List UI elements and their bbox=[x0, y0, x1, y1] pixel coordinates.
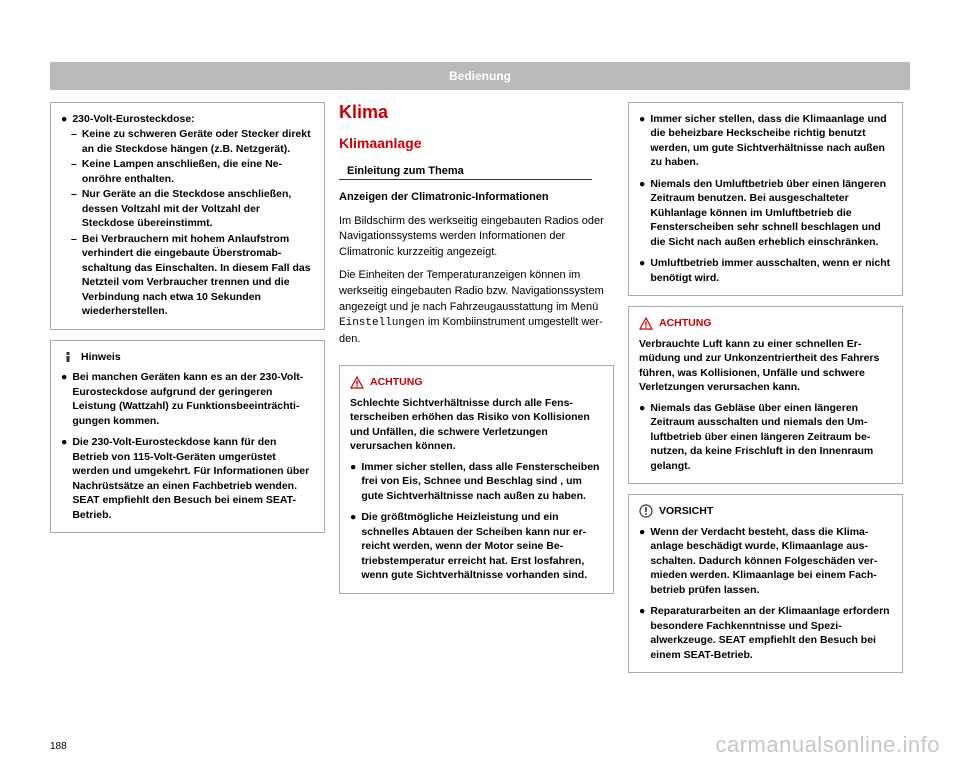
dash-text: Nur Geräte an die Steckdose anschlie­ßen… bbox=[82, 187, 314, 230]
bullet-text: Niemals das Gebläse über einen längeren … bbox=[650, 401, 892, 473]
bullet-marker: ● bbox=[639, 525, 645, 597]
column-2: Klima Klimaanlage Einleitung zum Thema A… bbox=[339, 102, 614, 673]
bullet-text: 230-Volt-Eurosteckdose: bbox=[72, 112, 194, 126]
klima-heading: Klima bbox=[339, 102, 614, 123]
page-header: Bedienung bbox=[50, 62, 910, 90]
achtung-intro: Verbrauchte Luft kann zu einer schnellen… bbox=[639, 337, 892, 395]
vorsicht-label: VORSICHT bbox=[659, 504, 713, 518]
caution-icon bbox=[639, 504, 653, 518]
vorsicht-box: VORSICHT ●Wenn der Verdacht besteht, das… bbox=[628, 494, 903, 673]
klimaanlage-heading: Klimaanlage bbox=[339, 135, 614, 151]
dash-text: Bei Verbrauchern mit hohem Anlaufstrom v… bbox=[82, 232, 314, 319]
achtung-header: ACHTUNG bbox=[639, 316, 892, 330]
einheiten-part-a: Die Einheiten der Temperaturanzeigen kön… bbox=[339, 269, 604, 312]
dash-marker: – bbox=[71, 187, 77, 230]
hinweis-label: Hinweis bbox=[81, 350, 121, 364]
vorsicht-header: VORSICHT bbox=[639, 504, 892, 518]
bullet-marker: ● bbox=[639, 177, 645, 249]
bullet-marker: ● bbox=[61, 370, 67, 428]
bullet-text: Bei manchen Geräten kann es an der 230-V… bbox=[72, 370, 314, 428]
bullet-marker: ● bbox=[639, 256, 645, 285]
achtung-header: ACHTUNG bbox=[350, 375, 603, 389]
eurosteckdose-box: ●230-Volt-Eurosteckdose: –Keine zu schwe… bbox=[50, 102, 325, 330]
anzeigen-text: Im Bildschirm des werkseitig eingebauten… bbox=[339, 214, 614, 261]
achtung-intro: Schlechte Sichtverhältnisse durch alle F… bbox=[350, 396, 603, 454]
bullet-text: Immer sicher stellen, dass die Klimaanla… bbox=[650, 112, 892, 170]
achtung-box-1: ACHTUNG Schlechte Sichtverhältnisse durc… bbox=[339, 365, 614, 593]
bullet-text: Immer sicher stellen, dass alle Fenster­… bbox=[361, 460, 603, 503]
bullet-text: Reparaturarbeiten an der Klimaanlage er­… bbox=[650, 604, 892, 662]
einleitung-subhead: Einleitung zum Thema bbox=[339, 165, 592, 180]
bullet-text: Umluftbetrieb immer ausschalten, wenn er… bbox=[650, 256, 892, 285]
dash-text: Keine zu schweren Geräte oder Stecker di… bbox=[82, 127, 314, 156]
dash-text: Keine Lampen anschließen, die eine Ne­on… bbox=[82, 157, 314, 186]
column-1: ●230-Volt-Eurosteckdose: –Keine zu schwe… bbox=[50, 102, 325, 673]
achtung-continuation-box: ●Immer sicher stellen, dass die Klimaanl… bbox=[628, 102, 903, 296]
bullet-text: Die 230-Volt-Eurosteckdose kann für den … bbox=[72, 435, 314, 522]
bullet-marker: ● bbox=[639, 604, 645, 662]
column-3: ●Immer sicher stellen, dass die Klimaanl… bbox=[628, 102, 903, 673]
warning-icon bbox=[639, 317, 653, 331]
achtung-label: ACHTUNG bbox=[659, 316, 712, 330]
achtung-box-2: ACHTUNG Verbrauchte Luft kann zu einer s… bbox=[628, 306, 903, 484]
anzeigen-title: Anzeigen der Climatronic-Informationen bbox=[339, 190, 614, 206]
bullet-marker: ● bbox=[350, 510, 356, 582]
dash-marker: – bbox=[71, 127, 77, 156]
bullet-text: Die größtmögliche Heizleistung und ein s… bbox=[361, 510, 603, 582]
bullet-marker: ● bbox=[639, 401, 645, 473]
einheiten-text: Die Einheiten der Temperaturanzeigen kön… bbox=[339, 268, 614, 347]
dash-marker: – bbox=[71, 157, 77, 186]
bullet-marker: ● bbox=[61, 112, 67, 126]
hinweis-box: Hinweis ●Bei manchen Geräten kann es an … bbox=[50, 340, 325, 533]
bullet-text: Wenn der Verdacht besteht, dass die Klim… bbox=[650, 525, 892, 597]
bullet-marker: ● bbox=[61, 435, 67, 522]
dash-marker: – bbox=[71, 232, 77, 319]
bullet-marker: ● bbox=[639, 112, 645, 170]
page-number: 188 bbox=[50, 741, 67, 752]
menu-name: Einstel­lungen bbox=[339, 317, 425, 329]
warning-icon bbox=[350, 376, 364, 390]
bullet-marker: ● bbox=[350, 460, 356, 503]
achtung-label: ACHTUNG bbox=[370, 375, 423, 389]
bullet-text: Niemals den Umluftbetrieb über einen län… bbox=[650, 177, 892, 249]
info-icon bbox=[61, 350, 75, 364]
page-content: ●230-Volt-Eurosteckdose: –Keine zu schwe… bbox=[50, 102, 910, 673]
hinweis-header: Hinweis bbox=[61, 350, 314, 364]
watermark: carmanualsonline.info bbox=[715, 732, 940, 758]
